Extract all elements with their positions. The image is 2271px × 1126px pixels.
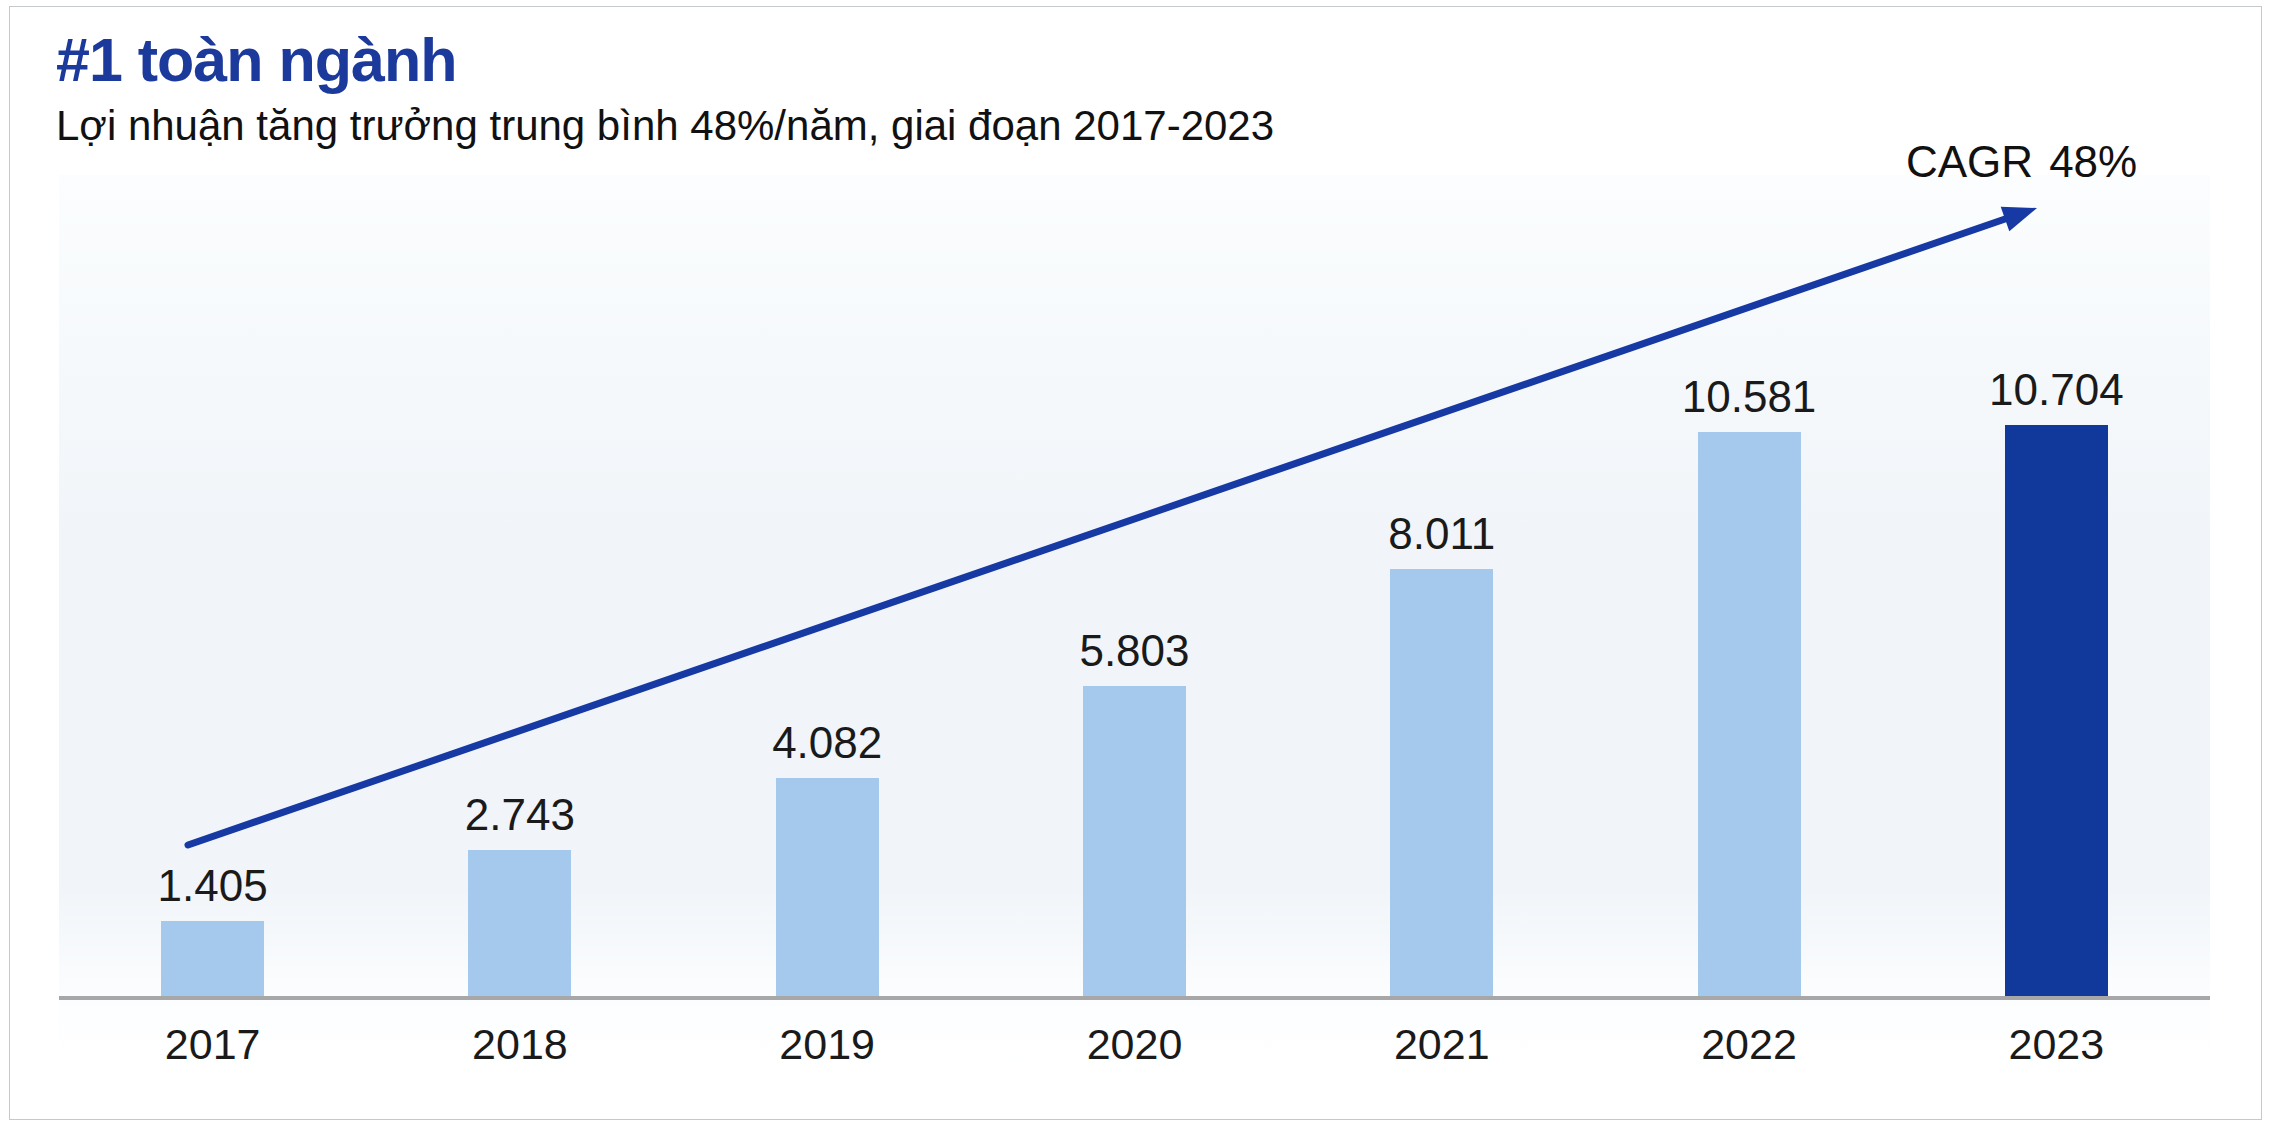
x-axis-label: 2018 [366,1023,673,1066]
x-axis-label: 2023 [1903,1023,2210,1066]
bar [1083,686,1186,996]
bar-value-label: 4.082 [772,721,882,765]
bar-column: 5.803 [981,347,1288,996]
page-subtitle: Lợi nhuận tăng trưởng trung bình 48%/năm… [56,102,1274,150]
bar [2005,425,2108,996]
bar-column: 2.743 [366,347,673,996]
bar [776,778,879,996]
x-axis-labels: 2017201820192020202120222023 [59,1023,2210,1066]
cagr-annotation: CAGR 48% [1906,137,2137,187]
bar-value-label: 10.704 [1989,368,2124,412]
bar-value-label: 2.743 [465,793,575,837]
bar-column: 10.704 [1903,347,2210,996]
bar-value-label: 10.581 [1682,375,1817,419]
page-title: #1 toàn ngành [56,27,1274,94]
bar-chart: 1.405 2.743 4.082 5.803 8.011 10.581 10.704 [59,347,2210,996]
header: #1 toàn ngành Lợi nhuận tăng trưởng trun… [56,27,1274,150]
cagr-label: CAGR [1906,137,2033,186]
x-axis-label: 2019 [674,1023,981,1066]
bar-column: 8.011 [1288,347,1595,996]
x-axis-label: 2020 [981,1023,1288,1066]
cagr-value: 48% [2049,137,2137,186]
bar-value-label: 8.011 [1388,512,1495,556]
bar-column: 10.581 [1595,347,1902,996]
slide-frame: #1 toàn ngành Lợi nhuận tăng trưởng trun… [9,6,2262,1120]
bar [1698,432,1801,996]
bar [161,921,264,996]
bar [1390,569,1493,996]
bar-value-label: 1.405 [158,864,268,908]
bar-column: 1.405 [59,347,366,996]
x-axis-label: 2021 [1288,1023,1595,1066]
x-axis-label: 2022 [1595,1023,1902,1066]
x-axis-line [59,996,2210,1000]
bar [468,850,571,996]
bar-column: 4.082 [674,347,981,996]
x-axis-label: 2017 [59,1023,366,1066]
bar-value-label: 5.803 [1079,629,1189,673]
